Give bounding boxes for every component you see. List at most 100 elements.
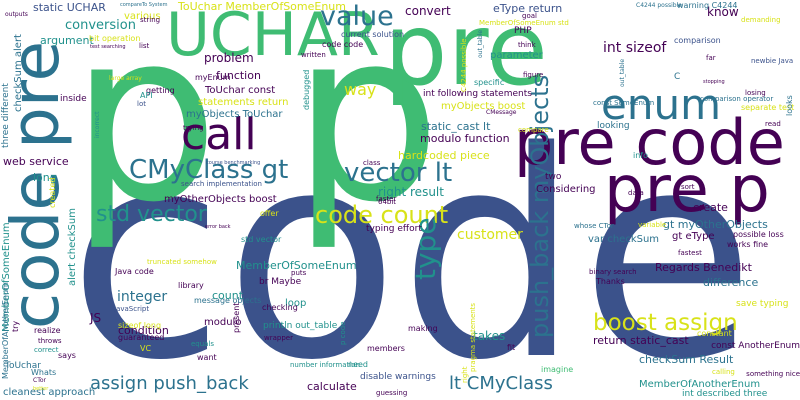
- word-debugged: lot: [137, 100, 146, 108]
- word-class: two: [545, 172, 562, 182]
- word-std-vector: std vector: [96, 202, 207, 227]
- word-compare: CMessage: [486, 109, 517, 116]
- word-std-vector-small: std vector: [241, 235, 282, 244]
- word-php: PHP: [514, 26, 532, 36]
- word-cmessage: figure: [523, 71, 544, 79]
- word-myotherobjects-boost: myOtherObjects boost: [164, 194, 277, 205]
- word-faster: class: [363, 159, 381, 167]
- word-pre-p: pre p: [604, 153, 770, 227]
- word-calling-v: right: [461, 366, 469, 383]
- word-code-count: code count: [315, 201, 449, 229]
- word-something-nice: number information: [290, 361, 360, 369]
- word-realize: correct: [34, 346, 59, 354]
- word-following: calling: [712, 368, 735, 376]
- word-number-information-v: incorrect: [94, 111, 101, 138]
- word-difference: difference: [703, 276, 759, 289]
- word-want: members: [367, 344, 405, 353]
- word-assign-push-back: lt CMyClass: [449, 373, 553, 394]
- word-gt-myotherobjects: gt myOtherObjects: [663, 218, 768, 231]
- word-three-different-v: three different: [1, 83, 11, 148]
- word-myenum: large array: [109, 75, 142, 82]
- word-guaranteed: Whats: [31, 368, 57, 377]
- word-demanding-v: C4244 possible: [460, 38, 468, 92]
- word-p-left: p: [70, 0, 220, 254]
- word-memberofanotherenum: MemberOfAnotherEnum: [639, 379, 761, 390]
- word-message-objects: library: [178, 281, 204, 290]
- word-members: puts: [291, 269, 307, 277]
- word-considering: Considering: [536, 184, 596, 195]
- word-sizeof-long-v: created: [48, 177, 57, 208]
- word-static-cast-lt: static_cast lt: [421, 120, 491, 133]
- word-two: info: [633, 151, 649, 160]
- word-lt-cmyclass: push_back myObjects: [526, 74, 554, 338]
- word-fastest: constant: [697, 329, 732, 338]
- word-inside: current solution: [341, 30, 405, 39]
- word-java-code-v: try: [11, 320, 20, 332]
- word-64bit: faster: [376, 195, 397, 203]
- word-warning-c4244-v: out_table: [477, 29, 484, 58]
- word-memberofsomeenum-std: looking: [597, 121, 630, 131]
- word-puts: checking: [262, 303, 298, 312]
- word-myobjects-touchar: myObjects ToUchar: [186, 109, 283, 120]
- word-br-maybe: println out_table: [263, 321, 338, 331]
- word-gt-etype: gt eType: [672, 231, 715, 242]
- word-p-center: p: [292, 0, 442, 254]
- word-parameter: parameter: [490, 50, 543, 61]
- word-whose-ctor: possible loss: [733, 230, 784, 239]
- word-whats: cleanest approach: [3, 387, 96, 398]
- word-info: sort: [681, 183, 695, 191]
- word-const-anotherenum: const AnotherEnum: [711, 341, 800, 351]
- word-right: string: [140, 16, 161, 24]
- word-cleanest-approach: ToUchar: [5, 361, 41, 371]
- word-truncated-somehow: search implementation: [181, 180, 262, 188]
- word-api: myEnum: [195, 73, 231, 82]
- word-constant: binary search: [589, 268, 637, 276]
- word-comparison-operator-v: looks: [785, 95, 794, 116]
- word-uchar: UCHAR: [166, 0, 380, 70]
- word-checking: equals: [191, 340, 215, 348]
- word-throws: says: [58, 351, 76, 360]
- word-conversion: conversion: [65, 18, 136, 33]
- word-statements-return: statements return: [198, 97, 289, 108]
- word-problem: problem: [204, 51, 254, 65]
- word-wrapper: offer: [260, 209, 279, 218]
- word-vc: sizeof long: [118, 321, 162, 330]
- word-sort: data: [628, 189, 644, 197]
- word-c4244-v: out_table: [619, 58, 626, 87]
- word-int-following: int following statements: [423, 89, 532, 99]
- word-possible-loss: works fine: [727, 240, 769, 249]
- word-web-service: web service: [3, 155, 69, 168]
- word-offer: 64bit: [378, 198, 397, 206]
- word-long: long: [33, 171, 57, 184]
- word-save-typing: save typing: [736, 299, 789, 309]
- word-error-back: wrapper: [264, 334, 293, 342]
- word-js: JS: [90, 311, 102, 325]
- word-p-code: read: [765, 120, 781, 128]
- word-correct: VC: [140, 344, 152, 353]
- word-various: written: [301, 51, 326, 59]
- word-code-code: C: [674, 72, 681, 82]
- word-string: separate test: [741, 103, 795, 112]
- word-trying: list: [139, 42, 150, 50]
- word-code: code: [68, 91, 756, 400]
- word-alert-checksum-v: alert checkSum: [67, 208, 78, 286]
- word-think: specific: [474, 78, 505, 87]
- word-modulo: modulo: [204, 317, 242, 328]
- word-compareto-system: outputs: [5, 11, 28, 18]
- word-course-benchmarking: error back: [205, 224, 231, 230]
- word-comparison: C4244 possible: [636, 2, 682, 9]
- word-stopping: far: [706, 54, 716, 62]
- word-making: guessing: [376, 389, 408, 397]
- word-push-back-myobjects: assign push_back: [90, 373, 249, 394]
- word-better: CTor: [33, 377, 46, 384]
- word-convert: convert: [405, 4, 451, 18]
- word-lot: API: [140, 91, 153, 100]
- word-binary-search: Thanks: [596, 277, 625, 286]
- word-imagine: fit: [507, 343, 516, 352]
- word-looks: comparison: [674, 36, 721, 45]
- word-disable-warnings: typing effort: [366, 224, 422, 234]
- word-works-fine: fastest: [678, 249, 702, 257]
- word-int-sizeof: disable warnings: [360, 372, 436, 382]
- word-function: function: [216, 69, 261, 82]
- word-return-static-cast: return static_cast: [593, 334, 689, 347]
